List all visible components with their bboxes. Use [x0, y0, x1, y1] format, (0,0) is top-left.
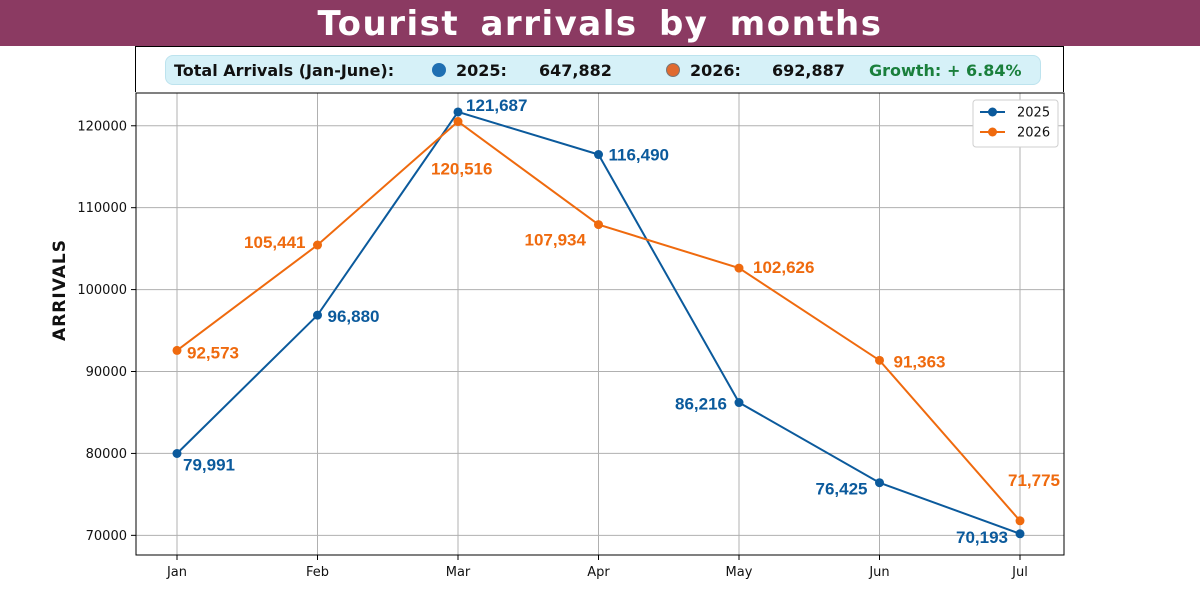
legend-label-2026: 2026 [1017, 126, 1050, 141]
data-label-2025-Jul: 70,193 [956, 528, 1008, 547]
point-2025-Feb [313, 310, 322, 320]
summary-box: Total Arrivals (Jan-June): 2025: 647,882… [165, 55, 1041, 85]
axis-layer: 70000 80000 90000 100000 110000 120000 Jan Feb M… [77, 92, 1065, 580]
title-band [0, 0, 1200, 46]
summary-2025-value: 647,882 [539, 61, 612, 80]
point-2026-Jan [172, 345, 182, 355]
x-tick-label: Apr [587, 565, 610, 580]
y-tick-label: 70000 [86, 529, 127, 544]
y-tick-label: 120000 [77, 119, 127, 134]
series-layer [172, 107, 1025, 539]
x-tick-label: Jul [1011, 565, 1028, 580]
y-tick-label: 90000 [86, 365, 127, 380]
label-layer: 79,991 96,880 121,687 116,490 86,216 76,425 70… [183, 96, 1060, 547]
grid-layer [136, 93, 1064, 555]
y-axis-label: ARRIVALS [50, 239, 70, 341]
y-tick-label: 110000 [77, 201, 127, 216]
x-tick-label: Feb [306, 565, 329, 580]
point-2025-Jun [875, 478, 884, 488]
summary-growth-label: Growth: [869, 61, 942, 80]
point-2026-Jul [1015, 516, 1025, 526]
data-label-2025-Apr: 116,490 [609, 146, 670, 165]
summary-2025-label: 2025: [456, 61, 507, 80]
data-label-2025-Jun: 76,425 [816, 480, 868, 499]
point-2025-May [734, 398, 744, 408]
data-label-2025-Mar: 121,687 [466, 96, 527, 115]
point-2026-Apr [594, 220, 603, 230]
data-label-2026-Jun: 91,363 [894, 352, 946, 371]
x-tick-label: Jan [166, 565, 187, 580]
data-label-2026-Apr: 107,934 [525, 231, 587, 250]
legend-marker-2025 [988, 107, 997, 117]
dot-2025-icon [432, 63, 446, 77]
summary-2026-value: 692,887 [772, 61, 845, 80]
legend-marker-2026 [988, 127, 997, 137]
summary-2026-label: 2026: [690, 61, 741, 80]
x-tick-label: May [726, 565, 753, 580]
point-2026-May [734, 263, 744, 273]
y-tick-label: 80000 [86, 447, 127, 462]
legend: 2025 2026 [972, 99, 1059, 148]
data-label-2026-Jan: 92,573 [187, 343, 239, 362]
data-label-2025-Jan: 79,991 [183, 455, 235, 474]
page-title: Tourist arrivals by months [317, 4, 883, 44]
data-label-2026-Feb: 105,441 [244, 233, 305, 252]
point-2025-Mar [453, 107, 463, 117]
data-label-2026-Mar: 120,516 [431, 160, 492, 179]
point-2026-Feb [313, 240, 322, 250]
data-label-2025-Feb: 96,880 [328, 307, 380, 326]
dot-2026-icon [666, 63, 680, 77]
point-2025-Jul [1015, 529, 1025, 539]
summary-growth-value: + 6.84% [947, 61, 1022, 80]
point-2026-Mar [453, 117, 463, 127]
point-2025-Apr [594, 150, 603, 160]
point-2026-Jun [875, 355, 884, 365]
summary-label: Total Arrivals (Jan-June): [174, 61, 395, 80]
legend-label-2025: 2025 [1017, 106, 1050, 121]
point-2025-Jan [172, 448, 182, 458]
y-tick-label: 100000 [77, 283, 127, 298]
data-label-2026-May: 102,626 [753, 258, 814, 277]
plot-frame [135, 92, 1065, 556]
data-label-2026-Jul: 71,775 [1008, 471, 1060, 490]
data-label-2025-May: 86,216 [675, 395, 727, 414]
x-tick-label: Mar [446, 565, 471, 580]
x-tick-label: Jun [868, 565, 889, 580]
summary-frame [135, 46, 1064, 92]
